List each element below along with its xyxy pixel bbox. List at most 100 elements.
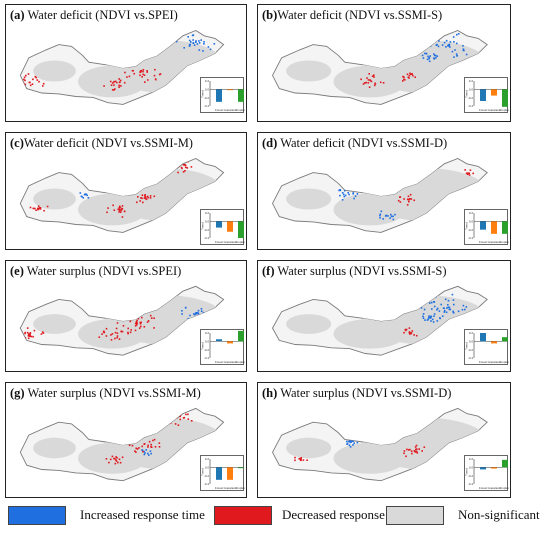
decreased-pixel — [135, 317, 137, 319]
decreased-pixel — [183, 159, 185, 161]
decreased-pixel — [113, 84, 115, 86]
decreased-pixel — [152, 439, 154, 442]
increased-pixel — [429, 315, 432, 318]
decreased-pixel — [33, 329, 36, 332]
increased-pixel — [353, 197, 355, 200]
panel-title: (d) Water deficit (NDVI vs.SSMI-D) — [262, 136, 448, 150]
increased-pixel — [430, 301, 433, 304]
inset-xtick: Grassland — [224, 360, 237, 364]
decreased-pixel — [19, 339, 21, 341]
decreased-pixel — [415, 448, 417, 451]
increased-pixel — [429, 43, 432, 45]
decreased-pixel — [27, 73, 30, 75]
decreased-pixel — [369, 79, 371, 81]
decreased-pixel — [36, 79, 39, 81]
decreased-pixel — [130, 329, 132, 331]
decreased-pixel — [147, 79, 149, 81]
decreased-pixel — [119, 81, 121, 83]
decreased-pixel — [373, 74, 375, 76]
inset-xtick: Cropland — [499, 360, 509, 364]
increased-pixel — [433, 57, 435, 59]
decreased-pixel — [141, 76, 143, 78]
legend-label-increased: Increased response time — [80, 507, 205, 522]
decreased-pixel — [144, 197, 147, 199]
decreased-pixel — [133, 72, 135, 75]
increased-pixel — [191, 34, 194, 37]
increased-pixel — [150, 452, 152, 455]
decreased-pixel — [106, 211, 108, 214]
decreased-pixel — [149, 195, 152, 197]
decreased-pixel — [17, 78, 19, 80]
decreased-pixel — [306, 459, 308, 461]
inset-ytick: 0.0 — [469, 88, 474, 92]
inset-xtick: Forest — [215, 360, 223, 364]
increased-pixel — [445, 46, 447, 48]
increased-pixel — [189, 314, 191, 317]
increased-pixel — [440, 303, 442, 306]
decreased-pixel — [397, 199, 400, 202]
decreased-pixel — [110, 339, 113, 341]
increased-pixel — [195, 40, 197, 42]
decreased-pixel — [373, 76, 375, 78]
decreased-pixel — [405, 455, 407, 458]
decreased-pixel — [118, 86, 120, 88]
nonsig-area — [333, 65, 406, 98]
increased-pixel — [420, 307, 423, 309]
increased-pixel — [346, 440, 348, 443]
inset-bar-forest — [216, 339, 222, 342]
decreased-pixel — [366, 77, 368, 79]
increased-pixel — [428, 57, 430, 60]
nonsig-area — [33, 60, 76, 82]
decreased-pixel — [141, 316, 143, 319]
inset-bar-forest — [216, 467, 222, 480]
decreased-pixel — [469, 169, 472, 171]
increased-pixel — [390, 213, 392, 216]
decreased-pixel — [150, 445, 152, 448]
inset-xtick: Forest — [479, 108, 487, 112]
increased-pixel — [429, 36, 431, 39]
increased-pixel — [423, 308, 426, 311]
increased-pixel — [454, 49, 456, 51]
increased-pixel — [350, 186, 352, 189]
decreased-pixel — [146, 195, 149, 198]
increased-pixel — [348, 440, 350, 443]
increased-pixel — [427, 318, 429, 321]
increased-pixel — [194, 312, 197, 315]
decreased-pixel — [116, 335, 119, 337]
decreased-pixel — [403, 76, 405, 79]
decreased-pixel — [114, 458, 116, 460]
decreased-pixel — [39, 207, 42, 209]
decreased-pixel — [187, 413, 189, 416]
inset-bar-grassland — [491, 89, 497, 96]
increased-pixel — [436, 308, 438, 311]
increased-pixel — [465, 53, 468, 56]
inset-ytick: 0.0 — [205, 220, 210, 224]
increased-pixel — [209, 48, 212, 51]
inset-ytick: 0.0 — [469, 466, 474, 470]
decreased-pixel — [108, 461, 110, 464]
decreased-pixel — [414, 446, 417, 448]
decreased-pixel — [144, 81, 146, 83]
increased-pixel — [433, 313, 436, 315]
panel-g: (g) Water surplus (NDVI vs.SSMI-M) 0.2 0.… — [5, 382, 247, 498]
decreased-pixel — [408, 77, 410, 79]
inset-ytick: -0.4 — [468, 236, 474, 240]
increased-pixel — [433, 53, 435, 55]
increased-pixel — [200, 310, 203, 312]
increased-pixel — [188, 45, 191, 47]
increased-pixel — [185, 307, 187, 309]
increased-pixel — [431, 308, 433, 310]
decreased-pixel — [158, 446, 161, 448]
decreased-pixel — [119, 461, 122, 464]
increased-pixel — [343, 195, 346, 198]
inset-ylabel: Trend — [465, 222, 469, 230]
inset-bar-forest — [480, 467, 486, 470]
increased-pixel — [352, 440, 355, 442]
increased-pixel — [80, 195, 83, 198]
decreased-pixel — [408, 332, 411, 334]
decreased-pixel — [118, 209, 121, 212]
panel-h: (h) Water surplus (NDVI vs.SSMI-D) 0.2 0.… — [257, 382, 511, 498]
increased-pixel — [207, 46, 210, 48]
decreased-pixel — [42, 332, 45, 334]
inset-ytick: 0.2 — [205, 457, 210, 461]
